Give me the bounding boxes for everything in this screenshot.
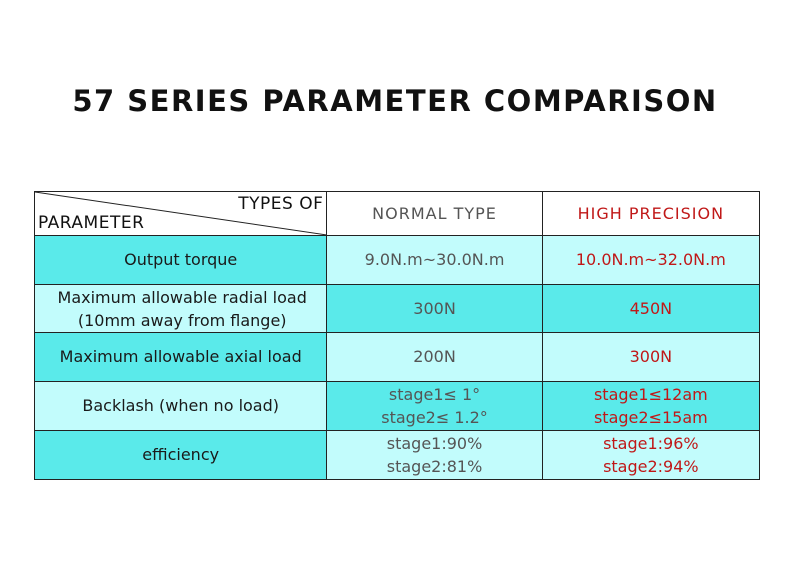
- row-label-radial-load: Maximum allowable radial load (10mm away…: [33, 284, 328, 333]
- high-value-radial-load: 450N: [541, 284, 761, 333]
- row-label-axial-load: Maximum allowable axial load: [33, 332, 328, 382]
- radial-load-label-line1: Maximum allowable radial load: [57, 287, 307, 307]
- high-value-efficiency: stage1:96% stage2:94%: [541, 430, 761, 480]
- normal-backlash-stage1: stage1≤ 1°: [388, 385, 481, 404]
- table-row: Backlash (when no load) stage1≤ 1° stage…: [33, 381, 761, 431]
- normal-value-axial-load: 200N: [326, 332, 543, 382]
- normal-value-efficiency: stage1:90% stage2:81%: [326, 430, 543, 480]
- normal-efficiency-stage1: stage1:90%: [386, 434, 483, 453]
- table-header-row: TYPES OF PARAMETER NORMAL TYPE HIGH PREC…: [33, 191, 761, 236]
- table-row: efficiency stage1:90% stage2:81% stage1:…: [33, 430, 761, 480]
- corner-header-cell: TYPES OF PARAMETER: [33, 191, 328, 236]
- high-value-backlash: stage1≤12am stage2≤15am: [541, 381, 761, 431]
- parameter-label: PARAMETER: [38, 213, 145, 233]
- page-title: 57 SERIES PARAMETER COMPARISON: [72, 84, 718, 118]
- diagonal-divider: [35, 192, 326, 235]
- row-label-backlash: Backlash (when no load): [33, 381, 328, 431]
- comparison-table: TYPES OF PARAMETER NORMAL TYPE HIGH PREC…: [33, 191, 761, 480]
- table-row: Output torque 9.0N.m~30.0N.m 10.0N.m~32.…: [33, 235, 761, 285]
- normal-type-header: NORMAL TYPE: [326, 191, 543, 236]
- high-backlash-stage2: stage2≤15am: [593, 408, 708, 427]
- types-of-label: TYPES OF: [238, 194, 324, 214]
- table-row: Maximum allowable axial load 200N 300N: [33, 332, 761, 382]
- normal-backlash-stage2: stage2≤ 1.2°: [381, 408, 488, 427]
- normal-value-radial-load: 300N: [326, 284, 543, 333]
- high-efficiency-stage2: stage2:94%: [603, 457, 699, 476]
- row-label-output-torque: Output torque: [33, 235, 328, 285]
- high-backlash-stage1: stage1≤12am: [593, 385, 708, 404]
- normal-value-backlash: stage1≤ 1° stage2≤ 1.2°: [326, 381, 543, 431]
- table-row: Maximum allowable radial load (10mm away…: [33, 284, 761, 333]
- row-label-efficiency: efficiency: [33, 430, 328, 480]
- normal-efficiency-stage2: stage2:81%: [386, 457, 483, 476]
- high-efficiency-stage1: stage1:96%: [603, 434, 699, 453]
- high-value-axial-load: 300N: [541, 332, 761, 382]
- high-value-output-torque: 10.0N.m~32.0N.m: [541, 235, 761, 285]
- radial-load-label-line2: (10mm away from flange): [77, 310, 287, 330]
- normal-value-output-torque: 9.0N.m~30.0N.m: [326, 235, 543, 285]
- high-precision-header: HIGH PRECISION: [541, 191, 761, 236]
